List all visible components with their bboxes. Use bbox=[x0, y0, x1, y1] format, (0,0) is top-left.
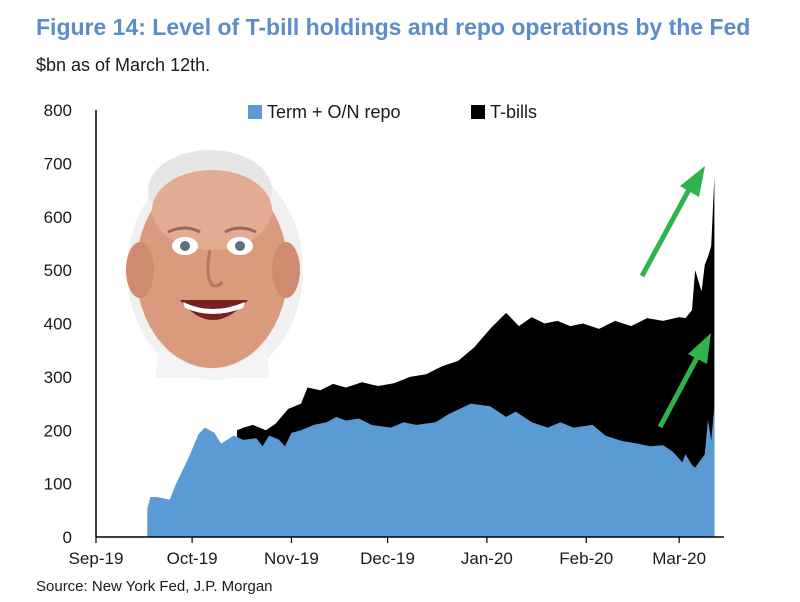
y-tick-label: 0 bbox=[63, 528, 72, 547]
x-tick-label: Jan-20 bbox=[461, 549, 513, 568]
lower-green-arrow-icon bbox=[657, 333, 711, 429]
y-tick-label: 300 bbox=[44, 368, 72, 387]
x-tick-label: Sep-19 bbox=[69, 549, 124, 568]
series-repo-area bbox=[147, 403, 715, 537]
y-tick-label: 200 bbox=[44, 421, 72, 440]
legend-label: Term + O/N repo bbox=[267, 102, 401, 122]
x-tick-label: Mar-20 bbox=[652, 549, 706, 568]
chart-title: Figure 14: Level of T-bill holdings and … bbox=[36, 14, 751, 40]
x-tick-label: Feb-20 bbox=[559, 549, 613, 568]
y-tick-label: 400 bbox=[44, 315, 72, 334]
x-tick-label: Oct-19 bbox=[167, 549, 218, 568]
y-tick-label: 700 bbox=[44, 154, 72, 173]
chart-subtitle: $bn as of March 12th. bbox=[36, 55, 211, 75]
x-tick-label: Dec-19 bbox=[360, 549, 415, 568]
y-tick-label: 800 bbox=[44, 101, 72, 120]
legend: Term + O/N repo T-bills bbox=[248, 102, 537, 122]
x-tick-label: Nov-19 bbox=[264, 549, 319, 568]
legend-swatch bbox=[248, 105, 262, 119]
y-tick-label: 500 bbox=[44, 261, 72, 280]
legend-swatch bbox=[471, 105, 485, 119]
plot-area bbox=[147, 176, 715, 537]
meme-face-image bbox=[126, 150, 303, 380]
y-tick-label: 600 bbox=[44, 208, 72, 227]
source-note: Source: New York Fed, J.P. Morgan bbox=[36, 578, 273, 595]
upper-green-arrow-icon bbox=[639, 166, 705, 278]
axes bbox=[95, 110, 724, 543]
tick-labels: 0 100 200 300 400 500 600 700 800 Sep-19 Oct-19 Nov… bbox=[44, 101, 706, 568]
legend-label: T-bills bbox=[490, 102, 537, 122]
y-tick-label: 100 bbox=[44, 475, 72, 494]
